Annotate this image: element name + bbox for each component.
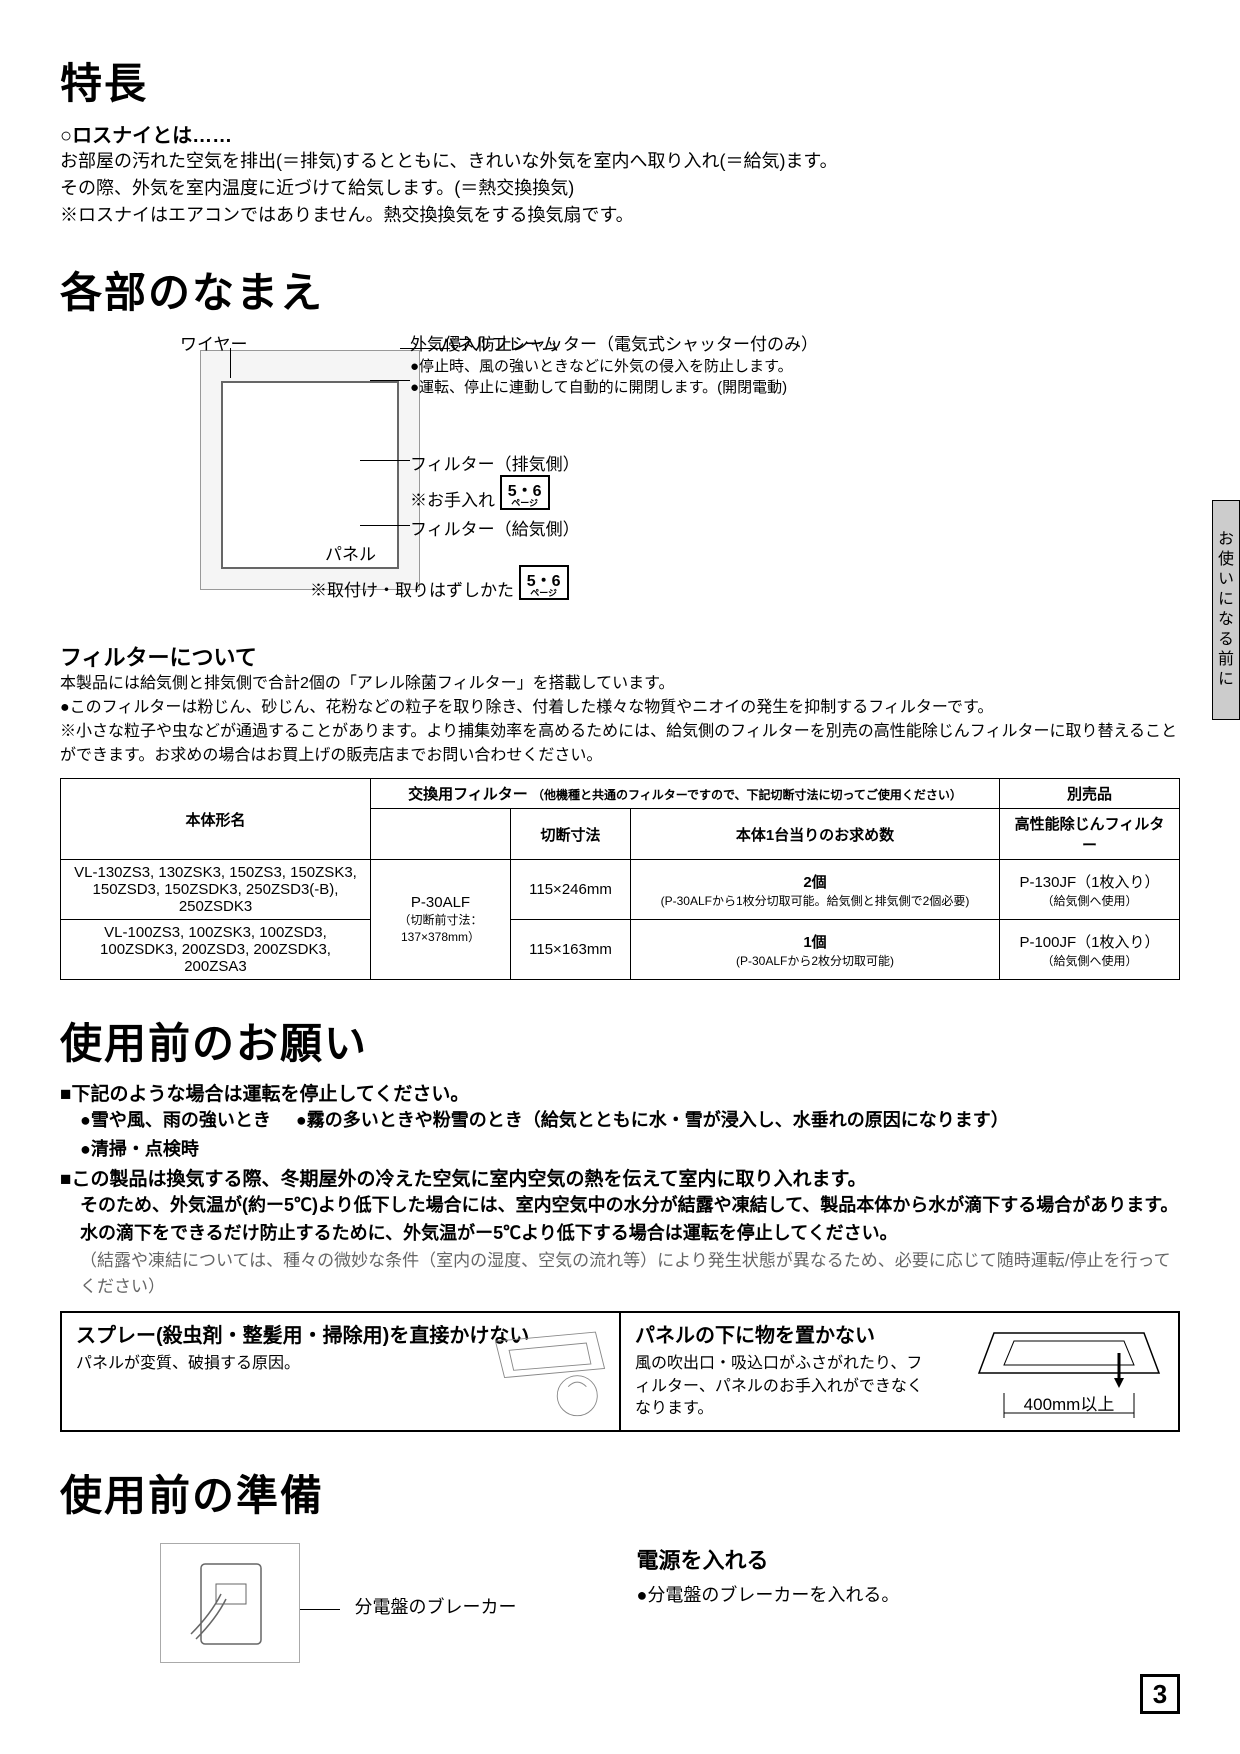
line-filter-exhaust	[360, 460, 410, 461]
shutter-note2: ●運転、停止に連動して自動的に開閉します。(開閉電動)	[410, 379, 787, 396]
th-option: 別売品	[1000, 779, 1180, 809]
th-model: 本体形名	[61, 779, 371, 860]
preparation-title: 使用前の準備	[60, 1462, 1180, 1523]
notice-b1: ●雪や風、雨の強いとき	[80, 1110, 271, 1130]
qty1-top: 2個	[803, 874, 826, 891]
spray-illust	[465, 1323, 605, 1433]
notice-b1b: ●霧の多いときや粉雪のとき（給気とともに水・雪が浸入し、水垂れの原因になります）	[296, 1110, 1009, 1130]
td-cut2: 115×163mm	[511, 920, 631, 980]
side-tab: お使いになる前に	[1212, 500, 1240, 720]
page-ref-2-sub: ページ	[527, 589, 561, 598]
qty1-sub: (P-30ALFから1枚分切取可能。給気側と排気側で2個必要)	[661, 894, 970, 908]
th-filter-name	[371, 809, 511, 860]
features-line3: ※ロスナイはエアコンではありません。熱交換換気をする換気扇です。	[60, 202, 1180, 229]
col2-dim: 400mm以上	[974, 1390, 1164, 1415]
features-sub: ○ロスナイとは……	[60, 119, 1180, 148]
filter-line1: 本製品には給気側と排気側で合計2個の「アレル除菌フィルター」を搭載しています。	[60, 672, 1180, 696]
td-opt2: P-100JF（1枚入り） （給気側へ使用）	[1000, 920, 1180, 980]
td-model2: VL-100ZS3, 100ZSK3, 100ZSD3, 100ZSDK3, 2…	[61, 920, 371, 980]
qty2-top: 1個	[803, 934, 826, 951]
shutter-text: 外気侵入防止シャッター（電気式シャッター付のみ）	[410, 335, 818, 354]
filter-line3: ※小さな粒子や虫などが通過することがあります。より捕集効率を高めるためには、給気…	[60, 720, 1180, 768]
power-title: 電源を入れる	[636, 1543, 899, 1575]
prep-right: 電源を入れる ●分電盤のブレーカーを入れる。	[636, 1543, 899, 1607]
breaker-line	[300, 1609, 340, 1610]
opt2-sub: （給気側へ使用）	[1041, 954, 1137, 968]
th-replace: 交換用フィルター （他機種と共通のフィルターですので、下記切断寸法に切ってご使用…	[371, 779, 1000, 809]
breaker-label: 分電盤のブレーカー	[354, 1597, 516, 1617]
before-use-title: 使用前のお願い	[60, 1010, 1180, 1071]
td-cut1: 115×246mm	[511, 860, 631, 920]
filter-name: P-30ALF	[411, 894, 470, 911]
table-row: VL-130ZS3, 130ZSK3, 150ZS3, 150ZSK3, 150…	[61, 860, 1180, 920]
th-qty: 本体1台当りのお求め数	[631, 809, 1000, 860]
notice-gray: （結露や凍結については、種々の微妙な条件（室内の湿度、空気の流れ等）により発生状…	[60, 1248, 1180, 1299]
preparation-section: 使用前の準備 分電盤のブレーカー 電源を入れる ●分電盤のブレーカーを入れる。	[60, 1462, 1180, 1663]
label-install: ※取付け・取りはずしかた 5・6 ページ	[310, 565, 569, 601]
install-prefix: ※取付け・取りはずしかた	[310, 581, 514, 600]
label-shutter: 外気侵入防止シャッター（電気式シャッター付のみ） ●停止時、風の強いときなどに外…	[410, 330, 818, 397]
breaker-illust	[160, 1543, 300, 1663]
notice-b1-row: ●雪や風、雨の強いとき ●霧の多いときや粉雪のとき（給気とともに水・雪が浸入し、…	[60, 1106, 1180, 1135]
line-wire	[230, 348, 231, 378]
qty2-sub: (P-30ALFから2枚分切取可能)	[736, 954, 894, 968]
th-option-sub: 高性能除じんフィルター	[1000, 809, 1180, 860]
diagram-outer	[200, 350, 420, 590]
line-shutter	[370, 380, 410, 381]
table-row: VL-100ZS3, 100ZSK3, 100ZSD3, 100ZSDK3, 2…	[61, 920, 1180, 980]
notice-h1: ■下記のような場合は運転を停止してください。	[60, 1079, 1180, 1106]
th-replace-note: （他機種と共通のフィルターですので、下記切断寸法に切ってご使用ください）	[532, 788, 962, 802]
parts-diagram: ワイヤー パネルフレーム 外気侵入防止シャッター（電気式シャッター付のみ） ●停…	[60, 330, 1180, 630]
parts-section: 各部のなまえ ワイヤー パネルフレーム 外気侵入防止シャッター（電気式シャッター…	[60, 259, 1180, 980]
td-model1: VL-130ZS3, 130ZSK3, 150ZS3, 150ZSK3, 150…	[61, 860, 371, 920]
label-care: ※お手入れ 5・6 ページ	[410, 475, 550, 511]
opt2: P-100JF（1枚入り）	[1019, 934, 1159, 951]
panel-illust: 400mm以上	[974, 1323, 1164, 1433]
label-wire: ワイヤー	[180, 330, 248, 355]
opt1-sub: （給気側へ使用）	[1041, 894, 1137, 908]
td-qty2: 1個 (P-30ALFから2枚分切取可能)	[631, 920, 1000, 980]
opt1: P-130JF（1枚入り）	[1019, 874, 1159, 891]
td-opt1: P-130JF（1枚入り） （給気側へ使用）	[1000, 860, 1180, 920]
label-panel: パネル	[325, 540, 376, 565]
notice-h2-line2: そのため、外気温が(約ー5℃)より低下した場合には、室内空気中の水分が結露や凍結…	[60, 1191, 1180, 1249]
two-col-box: スプレー(殺虫剤・整髪用・掃除用)を直接かけない パネルが変質、破損する原因。 …	[60, 1311, 1180, 1432]
line-filter-supply	[360, 525, 410, 526]
features-line2: その際、外気を室内温度に近づけて給気します。(＝熱交換換気)	[60, 175, 1180, 202]
filter-line2: ●このフィルターは粉じん、砂じん、花粉などの粒子を取り除き、付着した様々な物質や…	[60, 696, 1180, 720]
prep-row: 分電盤のブレーカー 電源を入れる ●分電盤のブレーカーを入れる。	[60, 1543, 1180, 1663]
notice-h2: ■この製品は換気する際、冬期屋外の冷えた空気に室内空気の熱を伝えて室内に取り入れ…	[60, 1164, 1180, 1191]
shutter-note1: ●停止時、風の強いときなどに外気の侵入を防止します。	[410, 358, 793, 375]
power-text: ●分電盤のブレーカーを入れる。	[636, 1581, 899, 1607]
label-filter-exhaust: フィルター（排気側）	[410, 450, 580, 475]
td-filter-name: P-30ALF （切断前寸法：137×378mm）	[371, 860, 511, 980]
features-line1: お部屋の汚れた空気を排出(＝排気)するとともに、きれいな外気を室内へ取り入れ(＝…	[60, 148, 1180, 175]
col1: スプレー(殺虫剤・整髪用・掃除用)を直接かけない パネルが変質、破損する原因。	[62, 1313, 621, 1430]
filter-table: 本体形名 交換用フィルター （他機種と共通のフィルターですので、下記切断寸法に切…	[60, 778, 1180, 980]
notice-b2: ●清掃・点検時	[60, 1135, 1180, 1164]
page-ref-1: 5・6 ページ	[500, 475, 550, 510]
col2-text: 風の吹出口・吸込口がふさがれたり、フィルター、パネルのお手入れができなくなります…	[635, 1353, 935, 1420]
label-filter-supply: フィルター（給気側）	[410, 515, 580, 540]
page-ref-2: 5・6 ページ	[519, 565, 569, 600]
col2: パネルの下に物を置かない 風の吹出口・吸込口がふさがれたり、フィルター、パネルの…	[621, 1313, 1178, 1430]
td-qty1: 2個 (P-30ALFから1枚分切取可能。給気側と排気側で2個必要)	[631, 860, 1000, 920]
filter-heading: フィルターについて	[60, 640, 1180, 672]
page-number: 3	[1140, 1674, 1180, 1714]
features-section: 特長 ○ロスナイとは…… お部屋の汚れた空気を排出(＝排気)するとともに、きれい…	[60, 50, 1180, 229]
table-row: 本体形名 交換用フィルター （他機種と共通のフィルターですので、下記切断寸法に切…	[61, 779, 1180, 809]
th-replace-main: 交換用フィルター	[408, 786, 528, 803]
features-title: 特長	[60, 50, 1180, 111]
page-ref-1-sub: ページ	[508, 499, 542, 508]
care-prefix: ※お手入れ	[410, 491, 495, 510]
filter-name-sub: （切断前寸法：137×378mm）	[398, 913, 482, 944]
before-use-section: 使用前のお願い ■下記のような場合は運転を停止してください。 ●雪や風、雨の強い…	[60, 1010, 1180, 1432]
th-cut: 切断寸法	[511, 809, 631, 860]
parts-title: 各部のなまえ	[60, 259, 1180, 320]
